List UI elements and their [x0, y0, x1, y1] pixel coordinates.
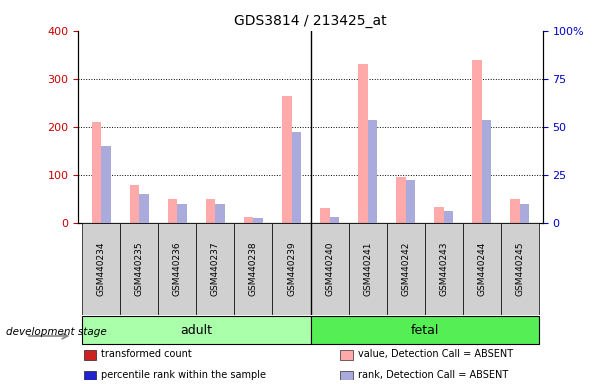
Bar	[273, 223, 311, 315]
Text: adult: adult	[180, 324, 212, 337]
Bar	[130, 185, 139, 223]
Text: GSM440241: GSM440241	[363, 242, 372, 296]
Bar	[206, 199, 215, 223]
Text: GSM440245: GSM440245	[516, 242, 525, 296]
Text: development stage: development stage	[6, 327, 107, 337]
Bar	[159, 223, 197, 315]
Bar	[510, 199, 520, 223]
Text: fetal: fetal	[411, 324, 439, 337]
Text: value, Detection Call = ABSENT: value, Detection Call = ABSENT	[358, 349, 513, 359]
Bar	[139, 194, 149, 223]
Bar	[168, 199, 177, 223]
Bar	[463, 223, 501, 315]
Text: GSM440238: GSM440238	[249, 242, 258, 296]
Bar	[387, 223, 425, 315]
Bar	[434, 207, 444, 223]
Bar	[472, 61, 482, 223]
Bar	[120, 223, 159, 315]
Bar	[244, 217, 253, 223]
Text: GSM440236: GSM440236	[173, 242, 182, 296]
Bar	[282, 96, 291, 223]
Bar	[83, 371, 96, 381]
Bar	[444, 211, 453, 223]
Bar	[339, 351, 353, 360]
Bar	[253, 218, 263, 223]
Bar	[82, 223, 120, 315]
Text: rank, Detection Call = ABSENT: rank, Detection Call = ABSENT	[358, 370, 508, 380]
Bar	[330, 217, 339, 223]
Bar	[177, 204, 187, 223]
Bar	[320, 208, 330, 223]
Bar	[235, 223, 273, 315]
Text: GSM440242: GSM440242	[401, 242, 410, 296]
Bar	[501, 223, 539, 315]
Bar	[311, 223, 349, 315]
Text: GSM440239: GSM440239	[287, 242, 296, 296]
Bar	[101, 146, 111, 223]
Bar	[291, 131, 301, 223]
Bar	[349, 223, 387, 315]
Bar	[520, 204, 529, 223]
Text: GSM440237: GSM440237	[211, 242, 220, 296]
Text: GSM440244: GSM440244	[478, 242, 486, 296]
Text: GSM440235: GSM440235	[135, 242, 144, 296]
Bar	[215, 204, 225, 223]
Bar	[396, 177, 406, 223]
Title: GDS3814 / 213425_at: GDS3814 / 213425_at	[234, 14, 387, 28]
Bar	[358, 65, 368, 223]
Bar	[406, 180, 415, 223]
Text: GSM440243: GSM440243	[439, 242, 448, 296]
Text: GSM440234: GSM440234	[96, 242, 106, 296]
Bar	[82, 316, 311, 344]
Bar	[197, 223, 235, 315]
Text: GSM440240: GSM440240	[325, 242, 334, 296]
Bar	[339, 371, 353, 381]
Bar	[368, 119, 377, 223]
Bar	[311, 316, 539, 344]
Bar	[425, 223, 463, 315]
Bar	[92, 122, 101, 223]
Text: percentile rank within the sample: percentile rank within the sample	[101, 370, 267, 380]
Bar	[482, 119, 491, 223]
Text: transformed count: transformed count	[101, 349, 192, 359]
Bar	[83, 351, 96, 360]
